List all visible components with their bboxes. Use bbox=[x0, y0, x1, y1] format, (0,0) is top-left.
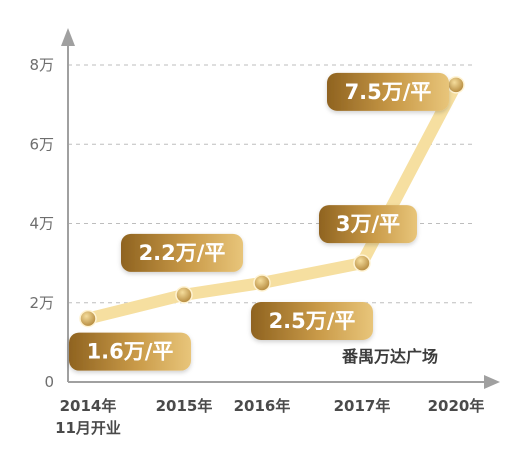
y-axis-arrow bbox=[61, 28, 75, 46]
y-tick-label: 4万 bbox=[29, 215, 54, 233]
x-axis-arrow bbox=[484, 375, 500, 389]
x-tick-label: 2015年 bbox=[156, 397, 213, 415]
data-label: 7.5万/平 bbox=[345, 80, 432, 104]
data-label-bubble bbox=[251, 301, 373, 340]
x-tick-sublabel: 11月开业 bbox=[55, 419, 121, 437]
data-label-bubble bbox=[121, 233, 243, 272]
data-label: 2.2万/平 bbox=[139, 241, 226, 265]
y-tick-label: 2万 bbox=[29, 294, 54, 312]
data-label: 3万/平 bbox=[336, 212, 400, 236]
y-tick-label: 8万 bbox=[29, 56, 54, 74]
data-point bbox=[79, 309, 97, 328]
data-label-bubble bbox=[69, 332, 191, 371]
data-point bbox=[175, 286, 193, 304]
data-points bbox=[79, 76, 465, 328]
x-tick-label: 2017年 bbox=[334, 397, 391, 415]
annotation-text: 番禺万达广场 bbox=[341, 347, 438, 366]
data-label: 1.6万/平 bbox=[87, 340, 174, 364]
series-line-path bbox=[82, 78, 462, 325]
data-label-bubble bbox=[327, 72, 449, 111]
x-tick-labels: 2014年 11月开业 2015年 2016年 2017年 2020年 bbox=[55, 397, 484, 437]
data-labels: 1.6万/平 2.2万/平 2.5万/平 3万/平 7.5万/平 bbox=[69, 72, 449, 371]
data-point bbox=[447, 76, 465, 94]
data-label-bubble bbox=[319, 205, 417, 244]
series-line bbox=[82, 78, 462, 325]
x-tick-label: 2016年 bbox=[234, 397, 291, 415]
data-label: 2.5万/平 bbox=[269, 309, 356, 333]
y-tick-labels: 0 2万 4万 6万 8万 bbox=[29, 56, 54, 391]
data-point bbox=[253, 274, 271, 292]
data-point bbox=[353, 254, 371, 272]
axes bbox=[61, 28, 500, 389]
y-tick-label: 6万 bbox=[29, 135, 54, 153]
y-tick-label: 0 bbox=[44, 373, 54, 391]
x-tick-label: 2020年 bbox=[428, 397, 485, 415]
x-tick-label: 2014年 bbox=[60, 397, 117, 415]
